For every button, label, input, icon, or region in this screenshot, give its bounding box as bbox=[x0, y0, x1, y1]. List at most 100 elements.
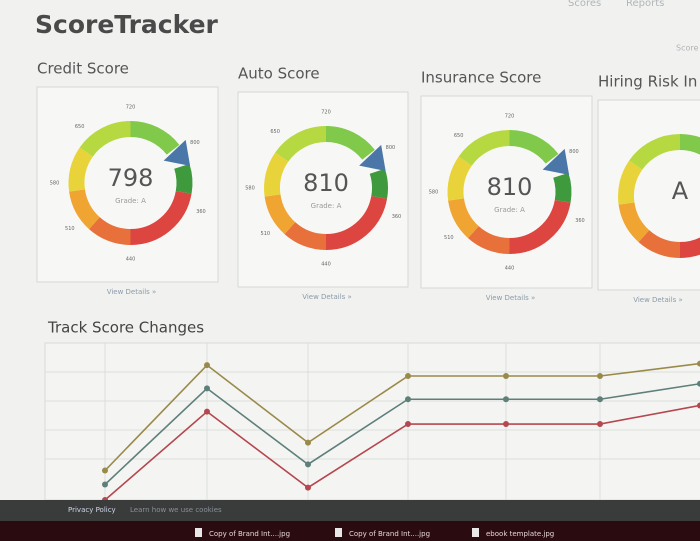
gauge-scale-label: 720 bbox=[126, 105, 136, 111]
card-title: Credit Score bbox=[37, 60, 129, 78]
gauge-scale-label: 800 bbox=[569, 149, 579, 155]
point bbox=[697, 380, 700, 387]
gauge-center bbox=[85, 138, 176, 228]
privacy-link[interactable]: Privacy Policy bbox=[68, 506, 116, 514]
gauge-segment bbox=[130, 190, 192, 245]
gauge-segment bbox=[275, 126, 327, 162]
point bbox=[697, 402, 700, 409]
gauge-pointer bbox=[163, 139, 191, 166]
point bbox=[102, 481, 108, 488]
gauge-segment bbox=[679, 134, 700, 155]
gauge-segment bbox=[458, 130, 510, 166]
gauge-segment bbox=[679, 237, 700, 258]
gauge-scale-label: 580 bbox=[245, 186, 255, 192]
gauge-scale-label: 720 bbox=[321, 110, 331, 116]
score: 810 bbox=[487, 173, 533, 201]
gauge-segment bbox=[369, 168, 388, 199]
chart-title: Track Score Changes bbox=[47, 319, 204, 337]
point bbox=[204, 385, 210, 392]
download-item[interactable]: Copy of Brand Int....jpg bbox=[349, 530, 430, 538]
point bbox=[503, 421, 509, 428]
gauge-scale-label: 440 bbox=[126, 257, 136, 263]
app-title: ScoreTracker bbox=[35, 10, 219, 39]
gauge-scale-label: 650 bbox=[270, 129, 280, 135]
point bbox=[405, 396, 411, 403]
gauge-segment bbox=[284, 221, 327, 250]
footer bbox=[0, 500, 700, 521]
point bbox=[597, 373, 603, 379]
grade: Grade: A bbox=[115, 197, 146, 205]
score: 798 bbox=[108, 164, 154, 192]
view-details[interactable]: View Details » bbox=[302, 293, 352, 301]
gauge-segment bbox=[264, 152, 289, 197]
card-title: Insurance Score bbox=[421, 69, 541, 87]
gauge-scale-label: 580 bbox=[429, 190, 439, 196]
point bbox=[405, 421, 411, 428]
gauge-scale-label: 720 bbox=[505, 114, 515, 120]
point bbox=[305, 484, 311, 491]
view-details[interactable]: View Details » bbox=[107, 288, 157, 296]
point bbox=[305, 439, 311, 446]
score: 810 bbox=[303, 169, 349, 197]
gauge-scale-label: 510 bbox=[444, 235, 454, 241]
point bbox=[503, 396, 509, 403]
gauge-scale-label: 360 bbox=[575, 218, 585, 224]
gauge-segment bbox=[325, 195, 388, 250]
gauge-segment bbox=[264, 194, 296, 235]
nav-scores[interactable]: Scores bbox=[568, 0, 601, 9]
gauge-segment bbox=[79, 121, 131, 157]
file-icon bbox=[472, 528, 479, 537]
point bbox=[305, 461, 311, 468]
card-title: Auto Score bbox=[238, 65, 320, 83]
grade: Grade: A bbox=[311, 202, 342, 210]
point bbox=[102, 467, 108, 474]
gauge-scale-label: 440 bbox=[505, 266, 515, 272]
gauge-segment bbox=[69, 189, 100, 230]
file-icon bbox=[335, 528, 342, 537]
point bbox=[597, 396, 603, 403]
taskbar bbox=[0, 521, 700, 541]
gauge-segment bbox=[618, 202, 650, 243]
gauge-scale-label: 800 bbox=[190, 140, 200, 146]
cookies-link[interactable]: Learn how we use cookies bbox=[130, 506, 222, 514]
gauge-scale-label: 510 bbox=[261, 231, 271, 237]
gauge-scale-label: 580 bbox=[50, 181, 60, 187]
gauge-segment bbox=[629, 134, 681, 170]
gauge-scale-label: 360 bbox=[196, 209, 206, 215]
gauge-segment bbox=[638, 229, 681, 258]
grade: Grade: A bbox=[494, 206, 525, 214]
nav-reports[interactable]: Reports bbox=[626, 0, 664, 9]
gauge-segment bbox=[174, 163, 193, 194]
gauge-segment bbox=[553, 172, 572, 203]
gauge-scale-label: 800 bbox=[386, 145, 396, 151]
view-details[interactable]: View Details » bbox=[486, 294, 536, 302]
point bbox=[204, 362, 210, 369]
gauge-pointer bbox=[542, 148, 570, 175]
gauge-scale-label: 510 bbox=[65, 226, 75, 232]
gauge-segment bbox=[509, 199, 571, 254]
gauge-segment bbox=[68, 147, 94, 192]
gauge-segment bbox=[468, 225, 510, 254]
gauge-segment bbox=[448, 198, 479, 239]
gauge-scale-label: 650 bbox=[75, 124, 85, 130]
point bbox=[204, 408, 210, 415]
download-item[interactable]: Copy of Brand Int....jpg bbox=[209, 530, 290, 538]
gauge-segment bbox=[618, 160, 643, 205]
gauge-pointer bbox=[359, 144, 386, 171]
point bbox=[697, 360, 700, 367]
gauge-segment bbox=[509, 130, 559, 164]
point bbox=[405, 373, 411, 379]
search[interactable]: Score bbox=[676, 44, 698, 53]
gauge-scale-label: 440 bbox=[321, 262, 331, 268]
gauge-segment bbox=[130, 121, 180, 155]
point bbox=[597, 421, 603, 428]
download-item[interactable]: ebook template.jpg bbox=[486, 530, 554, 538]
gauge-scale-label: 650 bbox=[454, 133, 464, 139]
score: A bbox=[672, 177, 689, 205]
card-title: Hiring Risk In bbox=[598, 73, 697, 91]
gauge-segment bbox=[447, 156, 473, 201]
view-details[interactable]: View Details » bbox=[633, 296, 683, 304]
gauge-center bbox=[635, 151, 700, 241]
